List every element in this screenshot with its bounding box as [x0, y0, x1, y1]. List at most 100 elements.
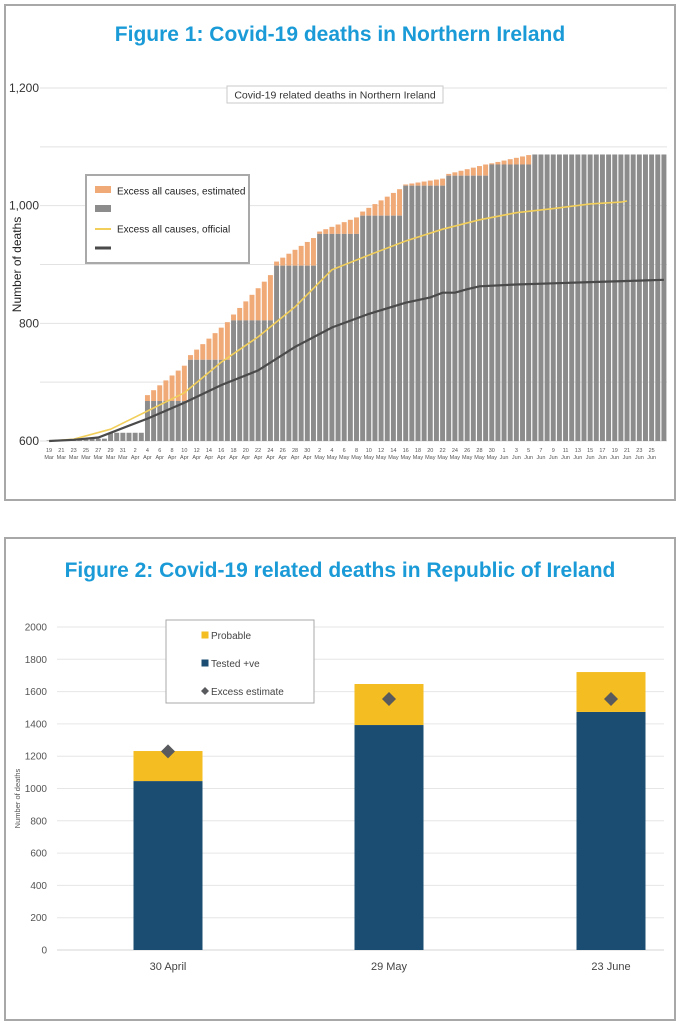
legend-label: Tested +ve	[211, 659, 260, 670]
estimated-excess-bar	[188, 355, 193, 360]
x-tick-day: 21	[58, 448, 64, 454]
x-tick-month: May	[462, 455, 473, 461]
x-tick-day: 24	[267, 448, 273, 454]
x-tick-month: May	[450, 455, 461, 461]
official-excess-bar	[237, 320, 243, 441]
x-tick-month: Apr	[242, 455, 251, 461]
official-excess-bar	[132, 432, 138, 441]
figure-2-panel: Figure 2: Covid-19 related deaths in Rep…	[4, 537, 676, 1021]
official-excess-bar	[347, 233, 353, 441]
official-excess-bar	[261, 320, 267, 441]
x-tick-month: Jun	[512, 455, 521, 461]
x-tick-day: 31	[120, 448, 126, 454]
x-tick-day: 16	[403, 448, 409, 454]
x-tick-month: Jun	[549, 455, 558, 461]
official-excess-bar	[458, 175, 464, 441]
y-tick-label: 600	[19, 434, 39, 448]
estimated-excess-bar	[298, 245, 304, 266]
estimated-excess-bar	[169, 375, 175, 401]
official-excess-bar	[538, 154, 544, 441]
figure-2-title: Figure 2: Covid-19 related deaths in Rep…	[64, 559, 616, 582]
x-tick-month: May	[376, 455, 387, 461]
official-excess-bar	[526, 164, 532, 441]
estimated-excess-bar	[513, 157, 519, 165]
y-tick-label: 1600	[25, 687, 48, 698]
official-excess-bar	[151, 400, 157, 441]
y-tick-label: 1400	[25, 719, 48, 730]
x-tick-day: 22	[255, 448, 261, 454]
legend-swatch-estimated	[95, 186, 111, 193]
estimated-excess-bar	[415, 182, 421, 186]
official-excess-bar	[433, 185, 439, 441]
x-tick-month: May	[474, 455, 485, 461]
estimated-excess-bar	[243, 301, 249, 321]
x-tick-day: 14	[390, 448, 396, 454]
official-excess-bar	[470, 175, 476, 441]
official-excess-bar	[507, 164, 513, 441]
estimated-excess-bar	[144, 395, 150, 401]
x-tick-day: 10	[181, 448, 187, 454]
x-tick-month: Apr	[143, 455, 152, 461]
estimated-excess-bar	[323, 229, 329, 234]
figure-2-chart: 0 200 400 600 800 1000 1200 1400 1600 1800 2000 Num…	[13, 619, 664, 973]
official-excess-bar	[421, 185, 427, 441]
x-tick-month: May	[364, 455, 375, 461]
x-tick-month: Mar	[81, 455, 91, 461]
official-excess-bar	[280, 265, 286, 441]
official-excess-bar	[575, 154, 581, 441]
official-excess-bar	[243, 320, 249, 441]
x-tick-day: 2	[134, 448, 137, 454]
official-excess-bar	[292, 265, 298, 441]
x-tick-day: 27	[95, 448, 101, 454]
figure-1-title: Figure 1: Covid-19 deaths in Northern Ir…	[114, 23, 566, 46]
x-tick-day: 23	[71, 448, 77, 454]
x-tick-day: 1	[503, 448, 506, 454]
x-tick-day: 19	[46, 448, 52, 454]
x-tick-day: 25	[83, 448, 89, 454]
official-excess-bar	[83, 438, 89, 441]
official-excess-bar	[200, 359, 206, 441]
estimated-excess-bar	[390, 192, 396, 216]
x-tick-month: Apr	[155, 455, 164, 461]
x-tick-month: May	[437, 455, 448, 461]
estimated-excess-bar	[341, 222, 347, 234]
x-tick-month: Apr	[192, 455, 201, 461]
x-tick-month: Mar	[106, 455, 116, 461]
legend-swatch-tested	[201, 659, 209, 667]
legend-box	[85, 174, 250, 264]
official-excess-bar	[452, 175, 458, 441]
x-tick-day: 24	[452, 448, 458, 454]
official-excess-bar	[317, 233, 323, 441]
official-excess-bar	[446, 175, 452, 441]
official-excess-bar	[415, 185, 421, 441]
estimated-excess-bar	[335, 224, 341, 234]
x-tick-day: 18	[230, 448, 236, 454]
official-excess-bar	[323, 233, 329, 441]
official-excess-bar	[495, 164, 501, 441]
official-excess-bar	[409, 185, 415, 441]
legend-label: Excess all causes, estimated	[117, 187, 245, 198]
x-tick-day: 30	[489, 448, 495, 454]
official-excess-bar	[181, 400, 187, 441]
x-tick-month: May	[327, 455, 338, 461]
estimated-excess-bar	[157, 385, 163, 401]
official-excess-bar	[655, 154, 661, 441]
official-excess-bar	[249, 320, 255, 441]
official-excess-bar	[163, 400, 169, 441]
estimated-excess-bar	[526, 155, 532, 165]
excess-estimate-marker	[161, 744, 175, 759]
official-excess-bar	[593, 154, 599, 441]
official-excess-bar	[569, 154, 575, 441]
official-excess-bar	[157, 400, 163, 441]
x-tick-month: Mar	[57, 455, 67, 461]
estimated-excess-bar	[489, 163, 495, 165]
x-tick-month: Jun	[647, 455, 656, 461]
estimated-excess-bar	[464, 169, 470, 176]
estimated-excess-bar	[347, 219, 353, 234]
official-excess-bar	[101, 438, 107, 441]
estimated-excess-bar	[286, 253, 292, 266]
official-excess-bar	[630, 154, 636, 441]
official-excess-bar	[427, 185, 433, 441]
y-axis-label: Number of deaths	[13, 768, 22, 828]
official-excess-bar	[384, 215, 390, 441]
